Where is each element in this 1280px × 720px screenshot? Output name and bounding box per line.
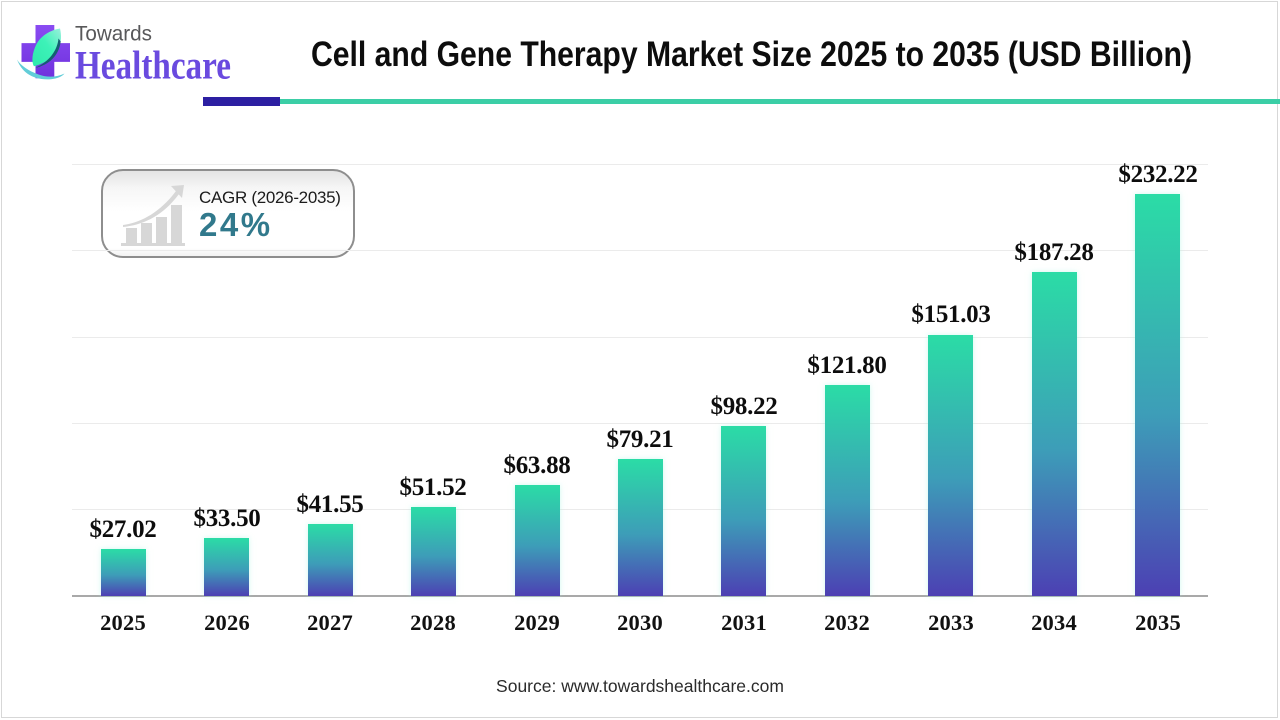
svg-text:Healthcare: Healthcare: [75, 43, 231, 88]
svg-text:Towards: Towards: [75, 23, 152, 46]
